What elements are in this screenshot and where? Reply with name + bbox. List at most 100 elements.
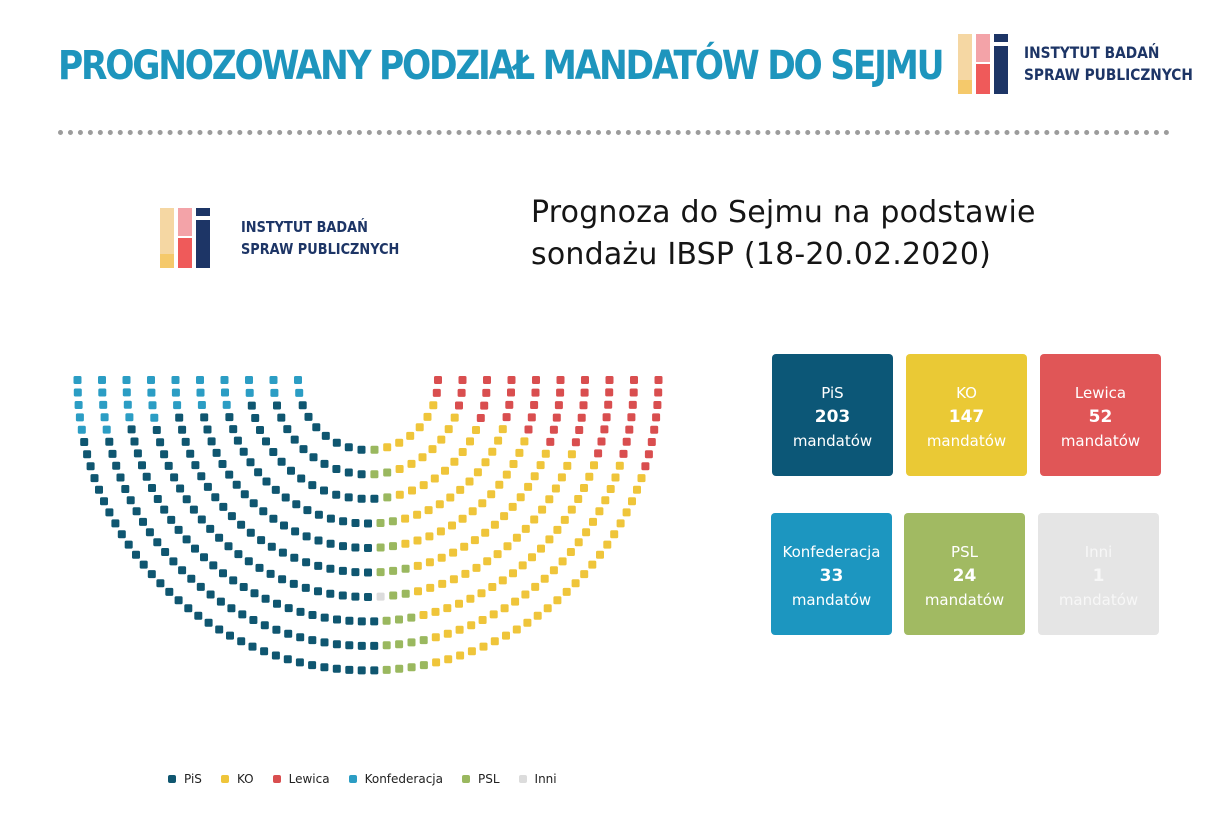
seat-pis — [289, 579, 298, 588]
seat-ko — [531, 582, 540, 591]
seat-pis — [121, 485, 130, 493]
seat-ko — [512, 533, 521, 542]
seat-ko — [444, 425, 453, 434]
seat-pis — [370, 666, 379, 675]
seat-pis — [357, 666, 366, 675]
logo-block — [160, 208, 174, 268]
seat-konfederacja — [148, 401, 157, 410]
seat-pis — [148, 484, 156, 492]
seat-lewica — [605, 388, 614, 397]
seat-ko — [493, 550, 502, 559]
seat-lewica — [556, 388, 565, 397]
seat-ko — [423, 412, 432, 421]
seat-pis — [226, 631, 234, 640]
seat-lewica — [602, 413, 611, 422]
seat-ko — [611, 473, 620, 482]
seat-ko — [560, 515, 569, 524]
seat-konfederacja — [221, 388, 229, 397]
card-unit: mandatów — [792, 432, 873, 450]
seat-pis — [142, 472, 151, 481]
seat-ko — [467, 621, 476, 630]
seat-pis — [250, 589, 259, 598]
seat-pis — [298, 401, 307, 410]
seat-ko — [637, 474, 646, 483]
logo-text: INSTYTUT BADAŃ SPRAW PUBLICZNYCH — [241, 216, 399, 260]
seat-ko — [574, 495, 583, 503]
seat-ko — [553, 596, 562, 605]
seat-psl — [382, 641, 391, 650]
seat-ko — [549, 566, 558, 575]
seat-ko — [530, 472, 539, 481]
legend-item-inni: Inni — [518, 772, 557, 786]
seat-lewica — [455, 401, 463, 410]
seat-konfederacja — [147, 388, 156, 397]
legend-label: PiS — [184, 772, 202, 786]
seat-ko — [456, 485, 465, 494]
seat-konfederacja — [197, 401, 206, 409]
seat-pis — [174, 525, 183, 534]
chart-title: Prognoza do Sejmu na podstawie sondażu I… — [531, 192, 1171, 276]
seat-pis — [225, 413, 234, 422]
seat-pis — [262, 437, 270, 446]
seat-pis — [204, 618, 213, 627]
seat-pis — [83, 450, 92, 459]
seat-pis — [302, 558, 311, 567]
seat-lewica — [480, 401, 489, 410]
seat-pis — [178, 566, 187, 575]
seat-lewica — [654, 388, 663, 397]
seat-pis — [175, 413, 184, 422]
seat-pis — [295, 658, 304, 667]
seat-lewica — [532, 376, 540, 384]
seat-ko — [401, 514, 410, 523]
seat-pis — [133, 449, 142, 458]
logo-block — [958, 80, 972, 94]
seat-ko — [596, 550, 604, 559]
seat-pis — [273, 401, 281, 410]
seat-pis — [255, 563, 264, 572]
seat-psl — [382, 665, 391, 674]
seat-ko — [615, 461, 624, 470]
seat-pis — [262, 477, 271, 486]
seat-pis — [156, 438, 165, 447]
seat-lewica — [581, 376, 589, 384]
seat-ko — [595, 507, 604, 516]
seat-pis — [260, 621, 269, 630]
seat-lewica — [641, 462, 650, 471]
seat-konfederacja — [270, 388, 279, 397]
seat-pis — [156, 579, 165, 588]
seat-konfederacja — [173, 401, 182, 410]
seat-lewica — [483, 376, 491, 384]
card-party-name: KO — [956, 384, 977, 402]
seat-ko — [488, 583, 497, 591]
seat-pis — [357, 470, 366, 479]
seat-pis — [170, 473, 179, 482]
seat-lewica — [482, 388, 491, 397]
seat-lewica — [619, 449, 628, 458]
seat-pis — [280, 521, 288, 530]
seat-pis — [281, 493, 290, 502]
seat-lewica — [594, 449, 603, 458]
seat-lewica — [630, 376, 638, 384]
seat-lewica — [505, 400, 514, 409]
seat-lewica — [476, 414, 485, 422]
seat-pis — [182, 535, 191, 544]
seat-ko — [543, 604, 552, 613]
logo-line-1: INSTYTUT BADAŃ — [241, 218, 368, 236]
seat-ko — [490, 520, 499, 529]
seat-pis — [339, 517, 348, 526]
seat-pis — [225, 470, 234, 479]
seat-konfederacja — [147, 376, 155, 384]
seat-pis — [302, 532, 311, 541]
seat-pis — [164, 461, 173, 470]
seat-pis — [357, 617, 366, 626]
legend-swatch — [272, 775, 281, 783]
card-seat-count: 52 — [1088, 407, 1113, 427]
seat-pis — [249, 616, 258, 624]
seat-pis — [344, 493, 353, 502]
legend-item-ko: KO — [220, 772, 254, 786]
seat-psl — [395, 640, 404, 649]
seat-pis — [357, 494, 366, 503]
seat-ko — [490, 637, 499, 646]
card-party-name: PiS — [821, 384, 844, 402]
dotted-divider — [58, 130, 1170, 135]
